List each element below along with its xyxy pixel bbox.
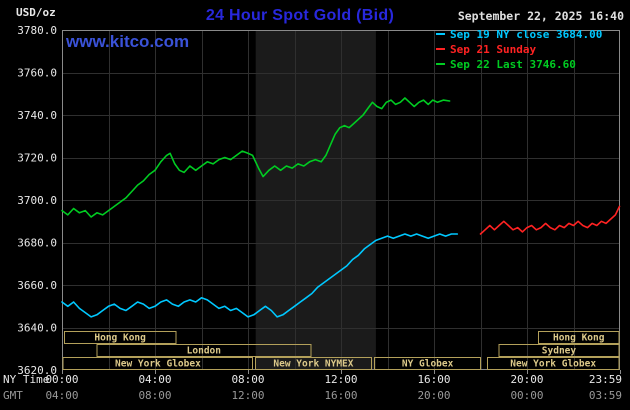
session-box [374,357,482,370]
x-tick-label-gmt: 03:59 [589,389,622,402]
session-box [255,357,372,370]
market-sessions [62,331,620,370]
session-box [538,331,620,344]
legend: Sep 19 NY close 3684.00 Sep 21 Sunday Se… [436,27,624,72]
legend-label: Sep 19 NY close 3684.00 [450,28,603,41]
session-box [487,357,620,370]
x-tick-label-ny: 16:00 [417,373,450,386]
x-tick-label-gmt: 04:00 [45,389,78,402]
session-label: Sydney [542,346,577,357]
session-label: Hong Kong [94,333,146,344]
y-tick-label: 3780.0 [17,24,57,37]
series-sep-19-friday-ny-close-3684-00 [61,233,459,318]
session-box [96,344,312,357]
y-tick-label: 3760.0 [17,67,57,80]
legend-label: Sep 21 Sunday [450,43,537,56]
x-tick-label-gmt: 16:00 [324,389,357,402]
x-tick-label-gmt: 20:00 [417,389,450,402]
x-tick-label-ny: 00:00 [45,373,78,386]
x-tick-label-gmt: 12:00 [231,389,264,402]
datetime-label: September 22, 2025 16:40 [457,9,624,23]
session-box [498,344,620,357]
x-tick-label-ny: 23:59 [589,373,622,386]
y-tick-label: 3700.0 [17,194,57,207]
session-box [63,331,177,344]
y-tick-label: 3640.0 [17,322,57,335]
x-tick-label-ny: 04:00 [138,373,171,386]
series-sep-21-sunday [479,205,621,235]
legend-item-sep22: Sep 22 Last 3746.60 [436,57,624,72]
session-label: New York NYMEX [273,359,353,370]
session-label: London [187,346,221,357]
legend-item-sep19: Sep 19 NY close 3684.00 [436,27,624,42]
session-label: NY Globex [402,359,454,370]
x-tick-label-ny: 20:00 [510,373,543,386]
legend-item-sep21: Sep 21 Sunday [436,42,624,57]
y-tick-label: 3660.0 [17,279,57,292]
session-label: New York Globex [510,359,596,370]
x-tick-label-ny: 12:00 [324,373,357,386]
session-label: Hong Kong [553,333,605,344]
x-tick-label-gmt: 00:00 [510,389,543,402]
chart-title: 24 Hour Spot Gold (Bid) [205,7,395,24]
ny-time-axis-label: NY Time [3,373,50,386]
series-sep-22-last-3746-60 [61,97,451,218]
gmt-axis-label: GMT [3,389,23,402]
session-box [62,357,254,370]
legend-line-icon [436,47,445,50]
session-label: New York Globex [115,359,201,370]
legend-line-icon [436,32,445,35]
legend-line-icon [436,62,445,65]
x-tick-label-ny: 08:00 [231,373,264,386]
kitco-website-link[interactable]: www.kitco.com [66,32,190,51]
y-tick-label: 3680.0 [17,237,57,250]
plot-border [62,30,620,370]
legend-label: Sep 22 Last 3746.60 [450,58,576,71]
x-tick-label-gmt: 08:00 [138,389,171,402]
unit-label: USD/oz [16,6,56,19]
gridlines [62,30,620,370]
y-tick-label: 3720.0 [17,152,57,165]
nymex-session-band [255,30,376,370]
y-tick-label: 3740.0 [17,109,57,122]
